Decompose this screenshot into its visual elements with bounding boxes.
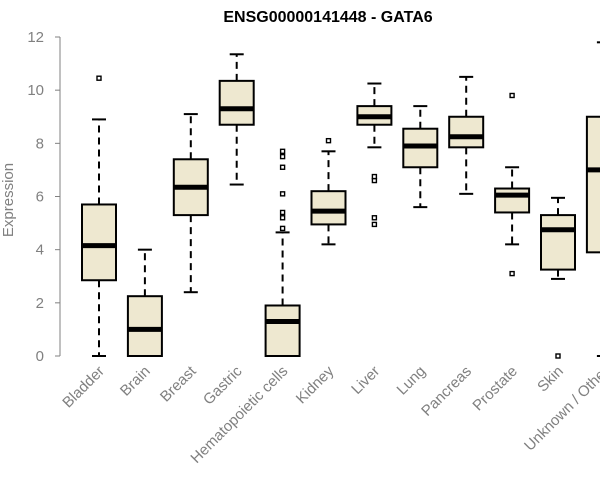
outlier-point [555,353,561,359]
box-unknown-other [585,41,600,357]
box-prostate [494,92,531,277]
box-pancreas [448,75,485,195]
y-tick-label: 2 [36,295,44,312]
box-iqr [218,79,255,126]
outlier-point [279,191,286,197]
y-tick-label: 8 [36,135,44,152]
box-iqr [585,115,600,254]
x-tick-label: Skin [534,363,567,396]
y-tick-label: 4 [36,242,44,259]
outlier-point [279,153,286,160]
chart-title: ENSG00000141448 - GATA6 [223,9,432,26]
y-tick-label: 10 [27,82,44,99]
outlier-point [325,137,332,144]
box-gastric [218,53,255,186]
outlier-point [371,215,378,221]
box-kidney [310,137,347,246]
x-tick-label: Gastric [200,362,246,408]
box-iqr [264,304,301,358]
box-breast [172,113,209,294]
box-iqr [540,214,576,271]
x-tick-label: Lung [394,363,430,399]
boxes-group [81,41,600,359]
box-skin [540,196,576,359]
x-tick-label: Prostate [469,363,521,415]
box-liver [356,82,393,228]
box-iqr [494,187,531,214]
outlier-point [509,92,515,99]
x-tick-label: Kidney [293,362,338,407]
y-axis-label: Expression [0,163,17,237]
y-tick-label: 0 [36,348,44,365]
box-iqr [126,295,163,357]
x-tick-label: Liver [348,363,383,398]
box-brain [126,248,163,357]
box-iqr [310,190,347,226]
outlier-point [279,209,286,216]
x-tick-label: Bladder [59,363,108,412]
y-axis-ticks: 0 2 4 6 8 10 12 [27,29,60,365]
x-tick-label: Breast [157,362,200,405]
x-tick-label: Brain [117,363,154,400]
y-tick-label: 12 [27,29,44,46]
box-iqr [448,115,485,149]
outlier-point [279,215,286,221]
box-iqr [81,203,117,282]
outlier-point [279,225,286,232]
y-tick-label: 6 [36,189,44,206]
box-lung [402,105,439,209]
outlier-point [279,164,286,170]
x-tick-label: Pancreas [418,363,475,420]
outlier-point [371,173,378,180]
outlier-point [371,221,378,228]
box-bladder [81,75,117,357]
outlier-point [96,75,102,81]
outlier-point [279,148,286,155]
outlier-point [509,270,515,277]
box-hematopoietic-cells [264,148,301,358]
